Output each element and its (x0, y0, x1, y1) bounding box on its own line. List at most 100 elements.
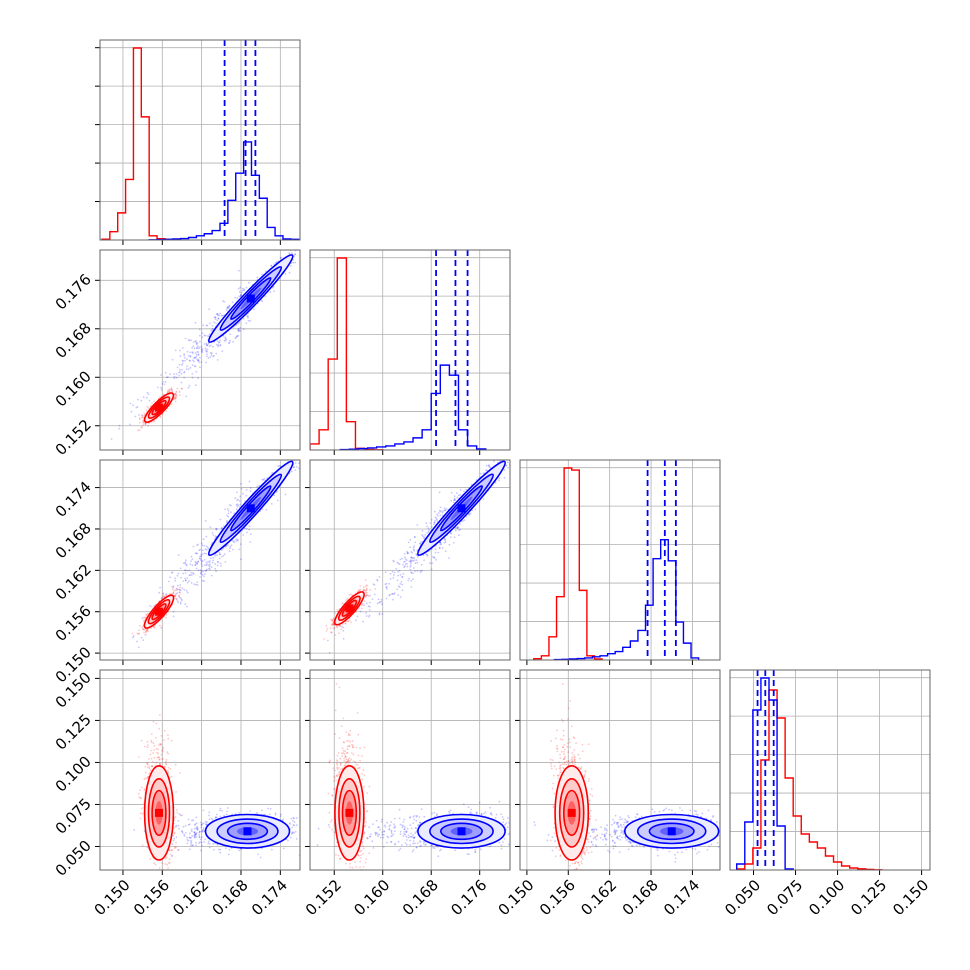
panel-2-blue-point (503, 469, 506, 471)
panel-1-red-point (145, 614, 148, 616)
panel-2-blue-point (421, 569, 423, 572)
panel-1-blue-point (304, 450, 306, 452)
panel-1-blue-point (203, 573, 206, 576)
panel-1-blue-point (203, 552, 206, 555)
panel-2-blue-point (388, 594, 391, 597)
panel-2-blue-point (369, 594, 371, 597)
panel-1-blue-point (258, 484, 261, 487)
panel-1-blue-point (219, 562, 222, 565)
panel-0-blue-point (180, 372, 183, 375)
panel-2-blue-point (359, 610, 362, 613)
panel-0-red-point (159, 416, 162, 419)
panel-2-red-point (330, 618, 332, 621)
panel-2-blue-point (434, 519, 437, 522)
panel-0-blue-point (130, 410, 133, 413)
panel-1-blue-point (232, 548, 234, 551)
panel-2-blue-point (399, 558, 402, 561)
panel-0-blue-point (291, 252, 293, 255)
panel-1-blue-point (206, 568, 208, 571)
panel-1-blue-point (176, 574, 179, 577)
panel-1-blue-point (236, 503, 238, 506)
panel-1-blue-point (210, 574, 213, 577)
panel-0-blue-point (197, 359, 200, 361)
panel-2-blue-point (384, 571, 387, 574)
panel-0-blue-point (212, 355, 215, 358)
panel-2-blue-point (406, 562, 408, 565)
panel-2-blue-point (416, 561, 419, 564)
panel-1-blue-point (203, 559, 206, 561)
panel-2-blue-point (365, 612, 367, 614)
panel-1-content (131, 450, 306, 649)
panel-0-red-point (174, 393, 177, 395)
panel-2-blue-point (475, 479, 478, 481)
panel-2-blue-point (379, 601, 381, 604)
panel-2-blue-point (458, 529, 460, 532)
panel-2-blue-point (401, 589, 404, 592)
panel-0-blue-point (242, 328, 245, 331)
panel-1-red-point (174, 589, 177, 591)
panel-1-blue-point (215, 527, 217, 530)
panel-1-red-point (138, 632, 141, 635)
panel-2-blue-point (441, 511, 444, 514)
panel-1-blue-point (218, 557, 221, 560)
panel-1-blue-point (249, 490, 252, 493)
panel-2-blue-point (434, 510, 436, 513)
panel-2-blue-point (436, 518, 438, 521)
panel-1-blue-point (290, 470, 293, 473)
panel-0-blue-point (249, 319, 252, 322)
panel-1-blue-point (218, 551, 221, 554)
panel-2-blue-point (384, 583, 387, 586)
panel-2-blue-point (459, 522, 461, 525)
panel-0-red-point (170, 388, 173, 390)
panel-0-blue-point (239, 294, 242, 297)
panel-2-blue-point (391, 593, 393, 595)
panel-2-blue-point (415, 554, 418, 556)
panel-2-blue-point (410, 560, 412, 563)
panel-2-blue-point (488, 464, 490, 467)
panel-2-blue-point (482, 472, 485, 474)
panel-0-red-point (152, 420, 155, 423)
panel-1-blue-point (217, 561, 220, 564)
panel-2-blue-point (402, 563, 404, 566)
panel-1-red-point (146, 629, 149, 632)
panel-2-red-point (326, 627, 329, 630)
panel-1-blue-point (211, 532, 214, 534)
panel-0-red-point (142, 414, 144, 417)
panel-1-blue-point (172, 585, 175, 587)
scatter-panel-0-1 (95, 249, 301, 455)
panel-1-blue-point (193, 583, 196, 586)
panel-2-blue-point (439, 510, 442, 513)
panel-1-blue-point (196, 562, 199, 565)
panel-1-blue-point (229, 545, 232, 548)
panel-2-blue-point (456, 527, 459, 529)
panel-0-red-point (174, 397, 177, 400)
panel-0-blue-point (215, 313, 218, 315)
panel-2-blue-point (401, 583, 404, 586)
panel-2-blue-point (392, 559, 395, 562)
panel-2-blue-point (495, 458, 497, 460)
panel-2-blue-point (436, 513, 438, 516)
panel-2-blue-point (441, 547, 444, 549)
panel-0-red-point (144, 422, 147, 425)
panel-2-blue-point (457, 526, 460, 529)
panel-2-blue-point (430, 526, 433, 528)
panel-2-blue-point (371, 598, 374, 600)
panel-0-blue-point (237, 334, 240, 337)
panel-0-blue-point (181, 347, 184, 349)
hist-3-frame (729, 669, 931, 871)
panel-2-blue-point (381, 613, 384, 615)
panel-1-blue-point (183, 588, 186, 591)
panel-1-blue-point (180, 598, 183, 601)
panel-1-blue-point (172, 610, 175, 613)
panel-1-blue-point (225, 521, 228, 524)
panel-2-blue-point (404, 560, 406, 563)
panel-0-red-point (142, 421, 144, 424)
panel-2-blue-point (410, 550, 413, 553)
panel-1-blue-point (184, 569, 187, 572)
panel-1-blue-point (248, 525, 251, 528)
panel-1-blue-point (206, 563, 208, 566)
panel-0-blue-point (188, 384, 191, 387)
panel-0-blue-point (160, 388, 163, 391)
panel-1-frame (99, 459, 301, 661)
panel-1-red-point (176, 599, 179, 602)
